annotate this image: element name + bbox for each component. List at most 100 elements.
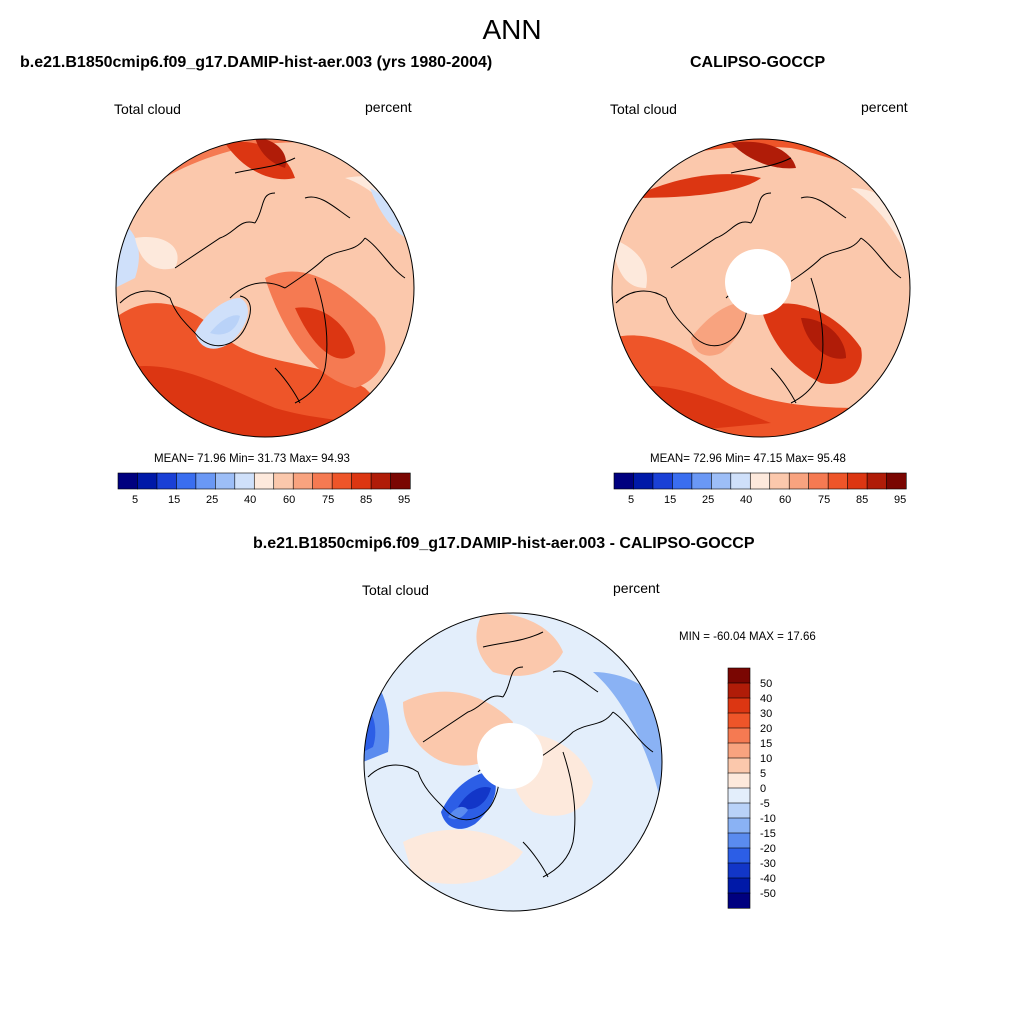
obs-variable-label: Total cloud	[610, 101, 677, 117]
colorbar-tick: 10	[760, 753, 773, 765]
colorbar-swatch	[727, 727, 751, 744]
colorbar-swatch	[727, 712, 751, 729]
colorbar-swatch	[727, 817, 751, 834]
colorbar-tick: 40	[244, 494, 257, 506]
colorbar-tick: 25	[206, 494, 219, 506]
colorbar-tick: 0	[760, 783, 767, 795]
colorbar-tick: -40	[760, 873, 776, 885]
colorbar-tick: 60	[283, 494, 296, 506]
colorbar-swatch	[808, 472, 829, 490]
colorbar-swatch	[847, 472, 868, 490]
colorbar-tick: -15	[760, 828, 776, 840]
colorbar-swatch	[727, 772, 751, 789]
colorbar-swatch	[215, 472, 236, 490]
colorbar-tick: 75	[818, 494, 831, 506]
colorbar-swatch	[633, 472, 654, 490]
colorbar-tick: 25	[702, 494, 715, 506]
colorbar-tick: 5	[760, 768, 767, 780]
colorbar-swatch	[273, 472, 294, 490]
colorbar-swatch	[253, 472, 275, 490]
colorbar-swatch	[769, 472, 790, 490]
model-variable-label: Total cloud	[114, 101, 181, 117]
colorbar-swatch	[156, 472, 178, 490]
colorbar-swatch	[727, 862, 751, 879]
colorbar-swatch	[788, 472, 810, 490]
obs-colorbar-ticks: 5 15 25 40 60 75 85 95	[614, 494, 906, 508]
colorbar-tick: 95	[894, 494, 907, 506]
colorbar-tick: 5	[132, 494, 139, 506]
colorbar-swatch	[866, 472, 888, 490]
colorbar-swatch	[137, 472, 158, 490]
colorbar-swatch	[727, 697, 751, 714]
colorbar-tick: 60	[779, 494, 792, 506]
colorbar-tick: 85	[360, 494, 373, 506]
colorbar-tick: -20	[760, 843, 776, 855]
colorbar-tick: 40	[760, 693, 773, 705]
colorbar-tick: 5	[628, 494, 635, 506]
diff-colorbar-ticks: 50 40 30 20 15 10 5 0 -5 -10 -15 -20 -30…	[760, 668, 800, 910]
model-colorbar	[117, 472, 411, 490]
colorbar-tick: 15	[168, 494, 181, 506]
colorbar-swatch	[292, 472, 314, 490]
colorbar-swatch	[390, 472, 411, 490]
model-units-label: percent	[365, 99, 412, 115]
colorbar-swatch	[351, 472, 372, 490]
obs-units-label: percent	[861, 99, 908, 115]
colorbar-swatch	[730, 472, 751, 490]
colorbar-swatch	[827, 472, 849, 490]
colorbar-swatch	[176, 472, 197, 490]
colorbar-swatch	[727, 832, 751, 849]
model-stats: MEAN= 71.96 Min= 31.73 Max= 94.93	[154, 453, 350, 465]
colorbar-swatch	[727, 742, 751, 759]
main-title: ANN	[482, 14, 542, 45]
model-panel-title: b.e21.B1850cmip6.f09_g17.DAMIP-hist-aer.…	[20, 54, 493, 71]
colorbar-tick: 15	[760, 738, 773, 750]
colorbar-tick: -5	[760, 798, 770, 810]
colorbar-swatch	[195, 472, 216, 490]
colorbar-swatch	[727, 787, 751, 804]
pole-hole	[725, 249, 791, 315]
colorbar-swatch	[234, 472, 255, 490]
colorbar-tick: 85	[856, 494, 869, 506]
diff-stats: MIN = -60.04 MAX = 17.66	[679, 631, 816, 643]
pole-hole	[477, 723, 543, 789]
colorbar-swatch	[117, 472, 139, 490]
colorbar-swatch	[711, 472, 732, 490]
obs-colorbar	[613, 472, 907, 490]
colorbar-swatch	[370, 472, 392, 490]
colorbar-tick: 50	[760, 678, 773, 690]
diff-polar-map	[363, 612, 663, 912]
colorbar-swatch	[331, 472, 353, 490]
model-polar-map	[115, 138, 415, 438]
colorbar-swatch	[749, 472, 771, 490]
model-colorbar-ticks: 5 15 25 40 60 75 85 95	[118, 494, 410, 508]
colorbar-tick: 15	[664, 494, 677, 506]
colorbar-tick: 30	[760, 708, 773, 720]
obs-panel-title: CALIPSO-GOCCP	[690, 54, 826, 71]
colorbar-swatch	[312, 472, 333, 490]
colorbar-swatch	[727, 892, 751, 909]
colorbar-swatch	[613, 472, 635, 490]
colorbar-tick: -10	[760, 813, 776, 825]
diff-variable-label: Total cloud	[362, 582, 429, 598]
diff-panel-title: b.e21.B1850cmip6.f09_g17.DAMIP-hist-aer.…	[253, 535, 755, 552]
colorbar-tick: 75	[322, 494, 335, 506]
colorbar-tick: -50	[760, 888, 776, 900]
colorbar-swatch	[727, 802, 751, 819]
diff-units-label: percent	[613, 580, 660, 596]
colorbar-swatch	[727, 847, 751, 864]
diff-colorbar	[727, 667, 751, 909]
colorbar-tick: 95	[398, 494, 411, 506]
colorbar-swatch	[727, 757, 751, 774]
colorbar-tick: -30	[760, 858, 776, 870]
colorbar-swatch	[727, 682, 751, 699]
colorbar-swatch	[886, 472, 907, 490]
colorbar-swatch	[727, 877, 751, 894]
obs-stats: MEAN= 72.96 Min= 47.15 Max= 95.48	[650, 453, 846, 465]
obs-polar-map	[611, 138, 911, 438]
colorbar-swatch	[727, 667, 751, 684]
colorbar-swatch	[691, 472, 712, 490]
colorbar-tick: 20	[760, 723, 773, 735]
colorbar-swatch	[672, 472, 693, 490]
colorbar-tick: 40	[740, 494, 753, 506]
